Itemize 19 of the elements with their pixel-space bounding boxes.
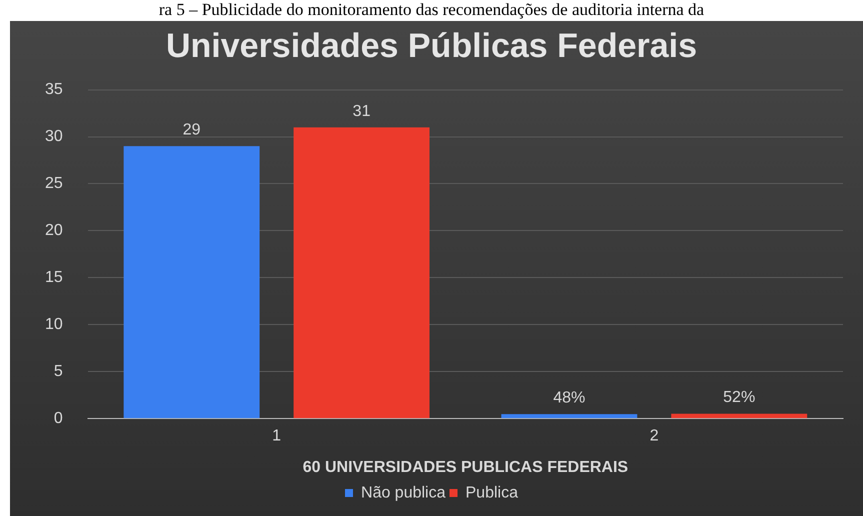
y-tick-label: 35 (45, 81, 63, 98)
y-tick-label: 5 (54, 363, 63, 380)
y-tick-label: 0 (54, 410, 63, 428)
data-label: 31 (352, 102, 371, 120)
data-label: 48% (553, 389, 586, 406)
x-axis-title: 60 UNIVERSIDADES PUBLICAS FEDERAIS (302, 458, 628, 476)
y-tick-label: 30 (45, 128, 63, 146)
data-label: 52% (723, 389, 756, 406)
y-tick-label: 25 (45, 175, 63, 192)
y-tick-label: 10 (45, 316, 63, 334)
chart-title: Universidades Públicas Federais (166, 26, 698, 65)
y-tick-label: 15 (45, 269, 63, 286)
legend-label: Não publica (361, 484, 446, 502)
y-tick-label: 20 (45, 222, 63, 240)
data-label: 29 (182, 122, 201, 139)
legend-label: Publica (466, 484, 518, 502)
x-tick-label: 2 (650, 428, 659, 445)
text: ra 5 – Publicidade do monitoramento das recomendações de auditoria interna da (158, 0, 706, 20)
x-tick-label: 1 (272, 428, 282, 445)
